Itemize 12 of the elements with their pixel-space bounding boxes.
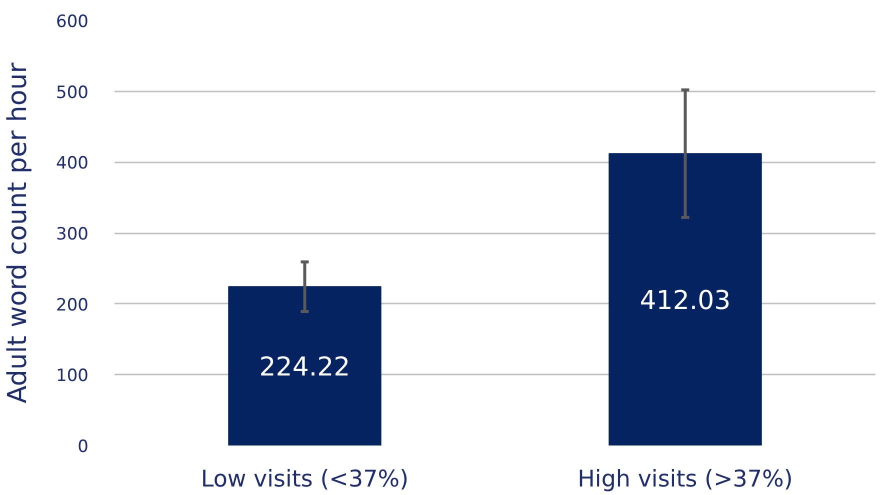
- x-tick-label: Low visits (<37%): [200, 466, 409, 492]
- y-tick-label: 400: [56, 154, 89, 174]
- x-tick-label: High visits (>37%): [578, 466, 793, 492]
- data-label: 412.03: [640, 286, 731, 316]
- y-tick-label: 100: [56, 366, 89, 386]
- y-tick-label: 300: [56, 224, 89, 244]
- y-tick-label: 600: [56, 12, 89, 32]
- y-axis-title: Adult word count per hour: [3, 62, 34, 404]
- y-tick-label: 0: [78, 437, 89, 457]
- data-label: 224.22: [259, 352, 350, 383]
- y-tick-label: 500: [56, 82, 89, 103]
- y-tick-label: 200: [56, 295, 89, 316]
